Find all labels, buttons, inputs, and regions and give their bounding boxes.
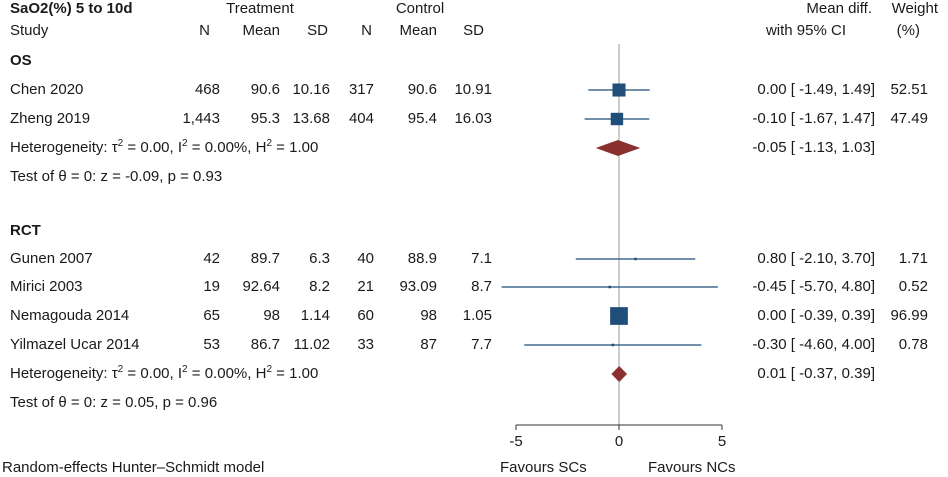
study-name: Zheng 2019 [10,110,91,127]
treatment-sd: 10.16 [292,81,330,98]
control-mean-header: Mean [399,22,437,39]
pooled-ci-rct: 0.01 [ -0.37, 0.39] [757,365,875,382]
treatment-n: 65 [203,307,220,324]
control-sd-header: SD [463,22,484,39]
effect-ci: 0.80 [ -2.10, 3.70] [757,250,875,267]
control-n: 317 [348,81,374,98]
control-mean: 95.4 [407,110,437,127]
effect-ci: -0.45 [ -5.70, 4.80] [752,278,875,295]
pooled-diamond [611,366,628,382]
effect-ci: 0.00 [ -1.49, 1.49] [757,81,875,98]
control-mean: 93.09 [399,278,437,295]
effect-marker [611,343,615,347]
effect-marker [610,112,624,126]
treatment-mean: 92.64 [242,278,280,295]
pooled-ci-os: -0.05 [ -1.13, 1.03] [752,139,875,156]
control-header: Control [395,0,445,17]
effect-ci: -0.30 [ -4.60, 4.00] [752,336,875,353]
treatment-sd: 13.68 [292,110,330,127]
effect-ci: 0.00 [ -0.39, 0.39] [757,307,875,324]
treatment-mean: 86.7 [250,336,280,353]
study-name: Gunen 2007 [10,250,93,267]
control-n: 33 [357,336,374,353]
study-weight: 96.99 [890,307,928,324]
control-sd: 7.7 [471,336,492,353]
h2-value: 1.00 [289,139,319,156]
study-weight: 0.52 [898,278,928,295]
heterogeneity-os: Heterogeneity: τ2 = 0.00, I2 = 0.00%, H2… [10,138,319,157]
tau2-value: 0.00 [140,139,170,156]
pooled-diamond [595,140,641,156]
study-weight: 1.71 [898,250,928,267]
treatment-n: 1,443 [182,110,220,127]
weight-header: Weight [891,0,938,17]
group-label-rct: RCT [10,222,41,239]
control-sd: 8.7 [471,278,492,295]
ci-header: with 95% CI [765,22,846,39]
control-sd: 1.05 [462,307,492,324]
study-weight: 47.49 [890,110,928,127]
treatment-n: 42 [203,250,220,267]
control-mean: 87 [420,336,437,353]
control-n-header: N [361,22,372,39]
test-rct: Test of θ = 0: z = 0.05, p = 0.96 [10,394,218,411]
study-weight: 52.51 [890,81,928,98]
tau2-value: 0.00 [140,365,170,382]
heterogeneity-rct: Heterogeneity: τ2 = 0.00, I2 = 0.00%, H2… [10,364,319,383]
study-name: Nemagouda 2014 [10,307,130,324]
weight-unit-header: (%) [896,22,920,39]
x-tick-label: 0 [615,433,623,450]
mean-diff-header: Mean diff. [806,0,872,17]
treatment-n: 53 [203,336,220,353]
treatment-n: 19 [203,278,220,295]
treatment-mean: 89.7 [250,250,280,267]
effect-ci: -0.10 [ -1.67, 1.47] [752,110,875,127]
control-sd: 10.91 [454,81,492,98]
treatment-sd: 11.02 [293,336,330,353]
treatment-sd: 8.2 [309,278,330,295]
effect-marker [610,307,628,325]
control-mean: 98 [420,307,437,324]
i2-value: 0.00% [204,365,248,382]
i2-value: 0.00% [204,139,248,156]
favours-right-label: Favours NCs [648,459,736,476]
treatment-n: 468 [194,81,220,98]
h2-value: 1.00 [289,365,319,382]
treatment-sd: 6.3 [309,250,330,267]
treatment-header: Treatment [226,0,294,17]
study-weight: 0.78 [898,336,928,353]
treatment-sd-header: SD [307,22,328,39]
treatment-mean: 95.3 [250,110,280,127]
treatment-mean: 90.6 [250,81,280,98]
x-tick-label: -5 [509,433,522,450]
study-col-header: Study [10,22,49,39]
effect-marker [612,83,626,97]
treatment-mean-header: Mean [242,22,280,39]
control-mean: 90.6 [407,81,437,98]
control-sd: 16.03 [454,110,492,127]
treatment-mean: 98 [263,307,280,324]
study-name: Mirici 2003 [10,278,83,295]
control-n: 21 [357,278,374,295]
study-name: Yilmazel Ucar 2014 [10,336,140,353]
control-n: 40 [357,250,374,267]
treatment-sd: 1.14 [300,307,330,324]
effect-marker [608,285,611,289]
control-mean: 88.9 [407,250,437,267]
treatment-n-header: N [199,22,210,39]
group-label-os: OS [10,52,32,69]
effect-marker [634,257,637,261]
study-name: Chen 2020 [10,81,84,98]
x-tick-label: 5 [718,433,726,450]
control-n: 404 [348,110,374,127]
control-n: 60 [357,307,374,324]
outcome-title: SaO2(%) 5 to 10d [10,0,133,17]
favours-left-label: Favours SCs [500,459,587,476]
test-os: Test of θ = 0: z = -0.09, p = 0.93 [10,168,223,185]
control-sd: 7.1 [471,250,492,267]
model-label: Random-effects Hunter–Schmidt model [2,459,265,476]
